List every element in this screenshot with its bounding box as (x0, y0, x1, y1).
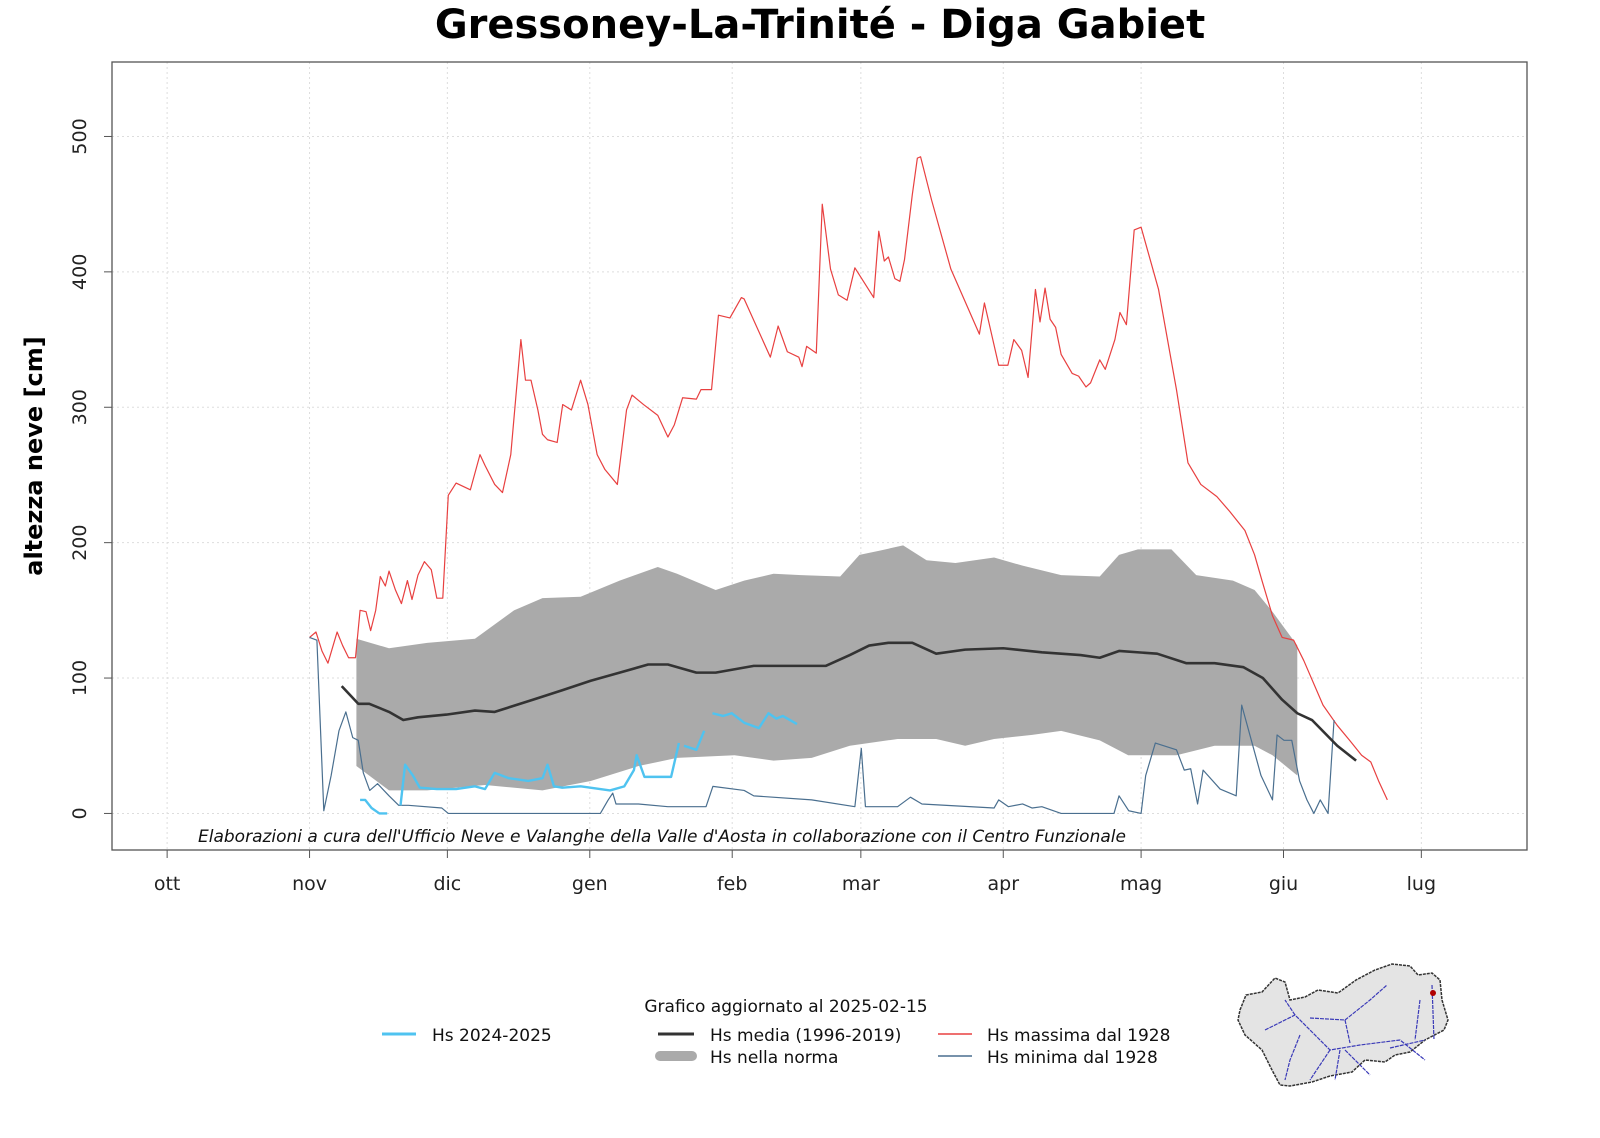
y-tick-label: 500 (69, 118, 91, 154)
region-location-map (1237, 963, 1449, 1087)
credits-annotation: Elaborazioni a cura dell'Ufficio Neve e … (198, 827, 1126, 847)
x-tick-label: lug (1407, 873, 1436, 895)
norm-band (356, 545, 1298, 791)
y-tick-label: 200 (69, 525, 91, 561)
y-axis: 0 100 200 300 400 500 (69, 118, 112, 819)
update-date: Grafico aggiornato al 2025-02-15 (644, 997, 927, 1017)
chart-title: Gressoney-La-Trinité - Diga Gabiet (435, 2, 1205, 48)
y-tick-label: 300 (69, 389, 91, 425)
x-tick-label: dic (433, 873, 461, 895)
x-tick-label: gen (572, 873, 608, 895)
series-lines (309, 156, 1388, 815)
x-axis: ott nov dic gen feb mar apr mag giu lug (154, 850, 1436, 895)
y-axis-label: altezza neve [cm] (20, 336, 48, 575)
x-tick-label: apr (988, 873, 1020, 895)
legend-label-max: Hs massima dal 1928 (987, 1026, 1170, 1046)
y-tick-label: 400 (69, 254, 91, 290)
y-tick-label: 100 (69, 660, 91, 696)
x-tick-label: giu (1269, 873, 1298, 895)
series-line-current (683, 730, 706, 752)
series-line-current (399, 742, 681, 806)
legend-label-min: Hs minima dal 1928 (987, 1048, 1158, 1068)
x-tick-label: mar (842, 873, 880, 895)
norm-band-area (356, 545, 1298, 791)
series-line-mean (340, 641, 1357, 762)
x-tick-label: feb (717, 873, 747, 895)
legend: Grafico aggiornato al 2025-02-15 Hs 2024… (382, 997, 1170, 1068)
station-marker (1430, 990, 1436, 996)
region-outline (1237, 963, 1449, 1087)
plot-frame (111, 61, 1528, 851)
legend-label-norm: Hs nella norma (710, 1048, 838, 1068)
series-line-max (309, 156, 1388, 801)
river-network (1264, 984, 1435, 1081)
series-line-current (712, 712, 798, 730)
series-line-min (309, 636, 1335, 815)
y-tick-label: 0 (69, 807, 91, 819)
x-tick-label: mag (1120, 873, 1162, 895)
legend-label-current: Hs 2024-2025 (432, 1026, 552, 1046)
legend-label-mean: Hs media (1996-2019) (710, 1026, 901, 1046)
x-tick-label: ott (154, 873, 181, 895)
x-tick-label: nov (292, 873, 327, 895)
series-line-current (360, 798, 388, 815)
